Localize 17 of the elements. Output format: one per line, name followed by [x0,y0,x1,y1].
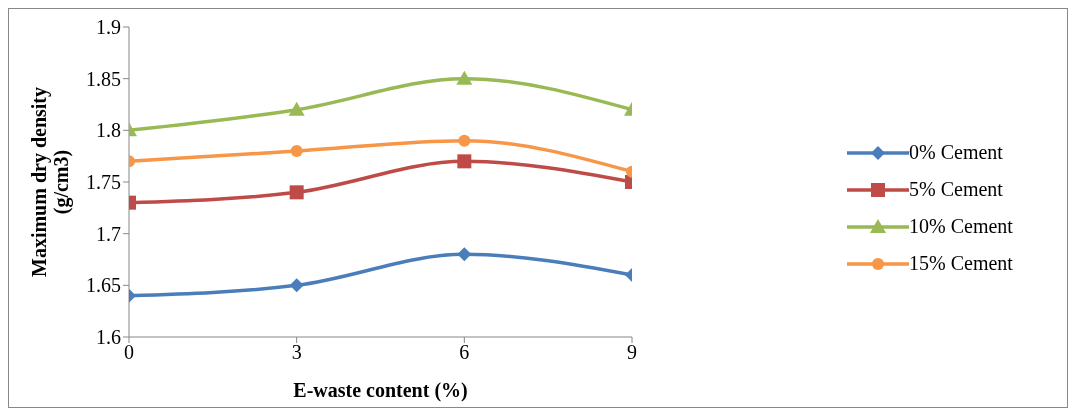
y-tick-label: 1.9 [96,16,121,39]
legend-label: 0% Cement [909,141,1003,164]
y-tick-label: 1.8 [96,119,121,142]
y-axis-title: Maximum dry density (g/cm3) [28,87,73,277]
legend-label: 15% Cement [909,252,1013,275]
y-tick-label: 1.85 [86,67,121,90]
x-tick-label: 9 [627,341,637,364]
x-tick-label: 6 [459,341,470,364]
y-tick-label: 1.75 [86,171,121,194]
legend-label: 5% Cement [909,178,1003,201]
y-tick-label: 1.6 [96,326,121,349]
y-tick-label: 1.65 [86,274,121,297]
x-tick-label: 3 [291,341,302,364]
x-tick-label: 0 [124,341,134,364]
x-axis-title: E-waste content (%) [293,379,468,402]
legend-label: 10% Cement [909,215,1013,238]
y-tick-label: 1.7 [96,222,121,245]
